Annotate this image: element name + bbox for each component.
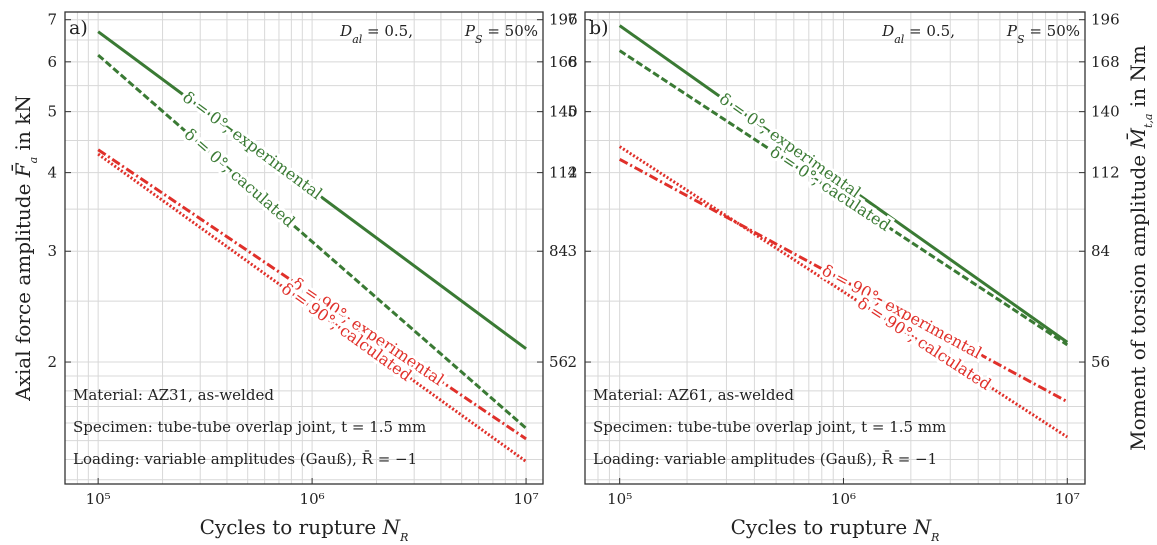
y-tick-label-right: 168 bbox=[549, 53, 578, 71]
param-ps: PS = 50% bbox=[1006, 22, 1080, 46]
y-tick-label-left: 5 bbox=[567, 103, 577, 121]
param-dal: Dal = 0.5, bbox=[881, 22, 955, 46]
y-tick-label-left: 6 bbox=[47, 53, 57, 71]
y-tick-label-right: 112 bbox=[549, 164, 578, 182]
param-ps: PS = 50% bbox=[464, 22, 538, 46]
series-label: δ = 0°, caculated bbox=[767, 142, 895, 235]
y-tick-label-right: 112 bbox=[1091, 164, 1120, 182]
y-tick-label-left: 7 bbox=[47, 11, 57, 29]
y-tick-label-right: 140 bbox=[549, 103, 578, 121]
y-axis-label-right: Moment of torsion amplitude M̄t,a in Nm bbox=[1125, 45, 1154, 451]
note-line: Specimen: tube-tube overlap joint, t = 1… bbox=[593, 418, 946, 436]
y-tick-label-left: 4 bbox=[47, 164, 57, 182]
y-tick-label-left: 2 bbox=[567, 353, 577, 371]
x-axis-label: Cycles to rupture NR bbox=[200, 515, 409, 544]
note-line: Loading: variable amplitudes (Gauß), R̄ … bbox=[73, 450, 417, 468]
series-label: δ = 90°, calculated bbox=[278, 279, 415, 385]
x-tick-label: 10⁷ bbox=[1055, 490, 1080, 508]
x-tick-label: 10⁵ bbox=[607, 490, 632, 508]
y-tick-label-left: 3 bbox=[47, 242, 57, 260]
y-tick-label-right: 84 bbox=[549, 242, 568, 260]
y-tick-label-left: 3 bbox=[567, 242, 577, 260]
y-tick-label-right: 56 bbox=[549, 353, 568, 371]
series-line bbox=[97, 53, 528, 430]
note-line: Material: AZ31, as-welded bbox=[73, 386, 274, 404]
x-tick-label: 10⁷ bbox=[514, 490, 539, 508]
panel-label: a) bbox=[69, 17, 88, 39]
plot-frame bbox=[584, 11, 1086, 485]
y-tick-label-right: 56 bbox=[1091, 353, 1110, 371]
series-line bbox=[97, 30, 527, 350]
series-line bbox=[618, 145, 1069, 439]
y-tick-label-right: 84 bbox=[1091, 242, 1110, 260]
x-axis-label: Cycles to rupture NR bbox=[731, 515, 940, 544]
plot-frame bbox=[64, 11, 544, 485]
y-tick-label-left: 6 bbox=[567, 53, 577, 71]
y-axis-label-left: Axial force amplitude F̄a in kN bbox=[10, 95, 39, 402]
y-tick-label-left: 4 bbox=[567, 164, 577, 182]
y-tick-label-right: 140 bbox=[1091, 103, 1120, 121]
y-tick-label-right: 168 bbox=[1091, 53, 1120, 71]
x-tick-label: 10⁶ bbox=[300, 490, 325, 508]
param-dal: Dal = 0.5, bbox=[339, 22, 413, 46]
note-line: Material: AZ61, as-welded bbox=[593, 386, 794, 404]
y-tick-label-right: 196 bbox=[1091, 11, 1120, 29]
series-line bbox=[618, 24, 1069, 344]
note-line: Loading: variable amplitudes (Gauß), R̄ … bbox=[593, 450, 937, 468]
series-line bbox=[618, 49, 1069, 347]
note-line: Specimen: tube-tube overlap joint, t = 1… bbox=[73, 418, 426, 436]
series-line bbox=[97, 148, 527, 441]
y-tick-label-left: 2 bbox=[47, 353, 57, 371]
y-tick-label-left: 7 bbox=[567, 11, 577, 29]
x-tick-label: 10⁵ bbox=[86, 490, 111, 508]
y-tick-label-right: 196 bbox=[549, 11, 578, 29]
y-tick-label-left: 5 bbox=[47, 103, 57, 121]
panel-label: b) bbox=[589, 17, 609, 39]
x-tick-label: 10⁶ bbox=[831, 490, 856, 508]
